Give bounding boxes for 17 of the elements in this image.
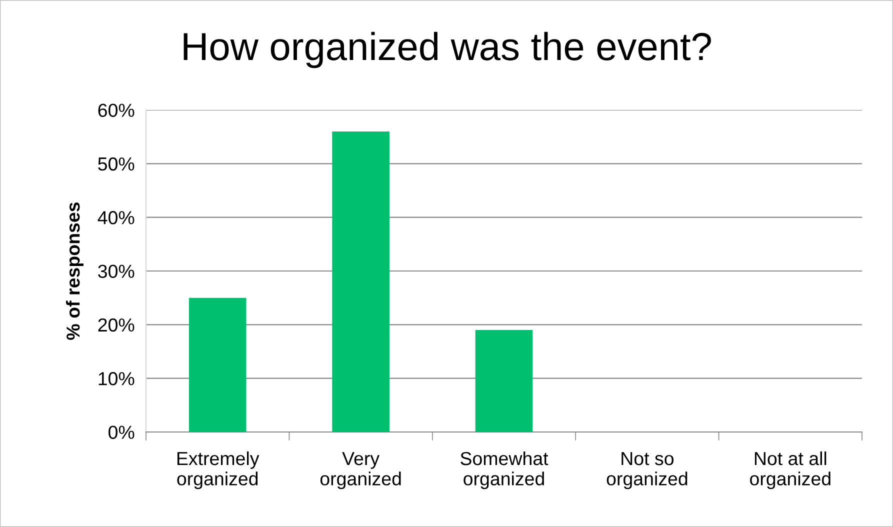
- bar: [475, 330, 533, 432]
- x-tick-label: Not so organized: [606, 452, 688, 490]
- y-tick-label: 20%: [98, 318, 134, 332]
- x-tick-label: Not at all organized: [750, 451, 830, 490]
- y-axis-title: % of responses: [66, 202, 84, 340]
- bar: [332, 131, 390, 432]
- x-tick-label: Extremely organized: [177, 451, 260, 490]
- chart-title: How organized was the event?: [184, 32, 711, 68]
- x-tick-label: Somewhat organized: [460, 451, 548, 490]
- x-tick-label: Very organized: [320, 452, 401, 490]
- y-tick-label: 10%: [98, 372, 134, 386]
- y-tick-label: 0%: [108, 426, 134, 439]
- y-tick-label: 40%: [98, 211, 134, 224]
- y-tick-label: 50%: [98, 157, 134, 171]
- y-tick-label: 30%: [98, 264, 134, 278]
- y-tick-label: 60%: [98, 104, 134, 117]
- bar: [188, 298, 246, 432]
